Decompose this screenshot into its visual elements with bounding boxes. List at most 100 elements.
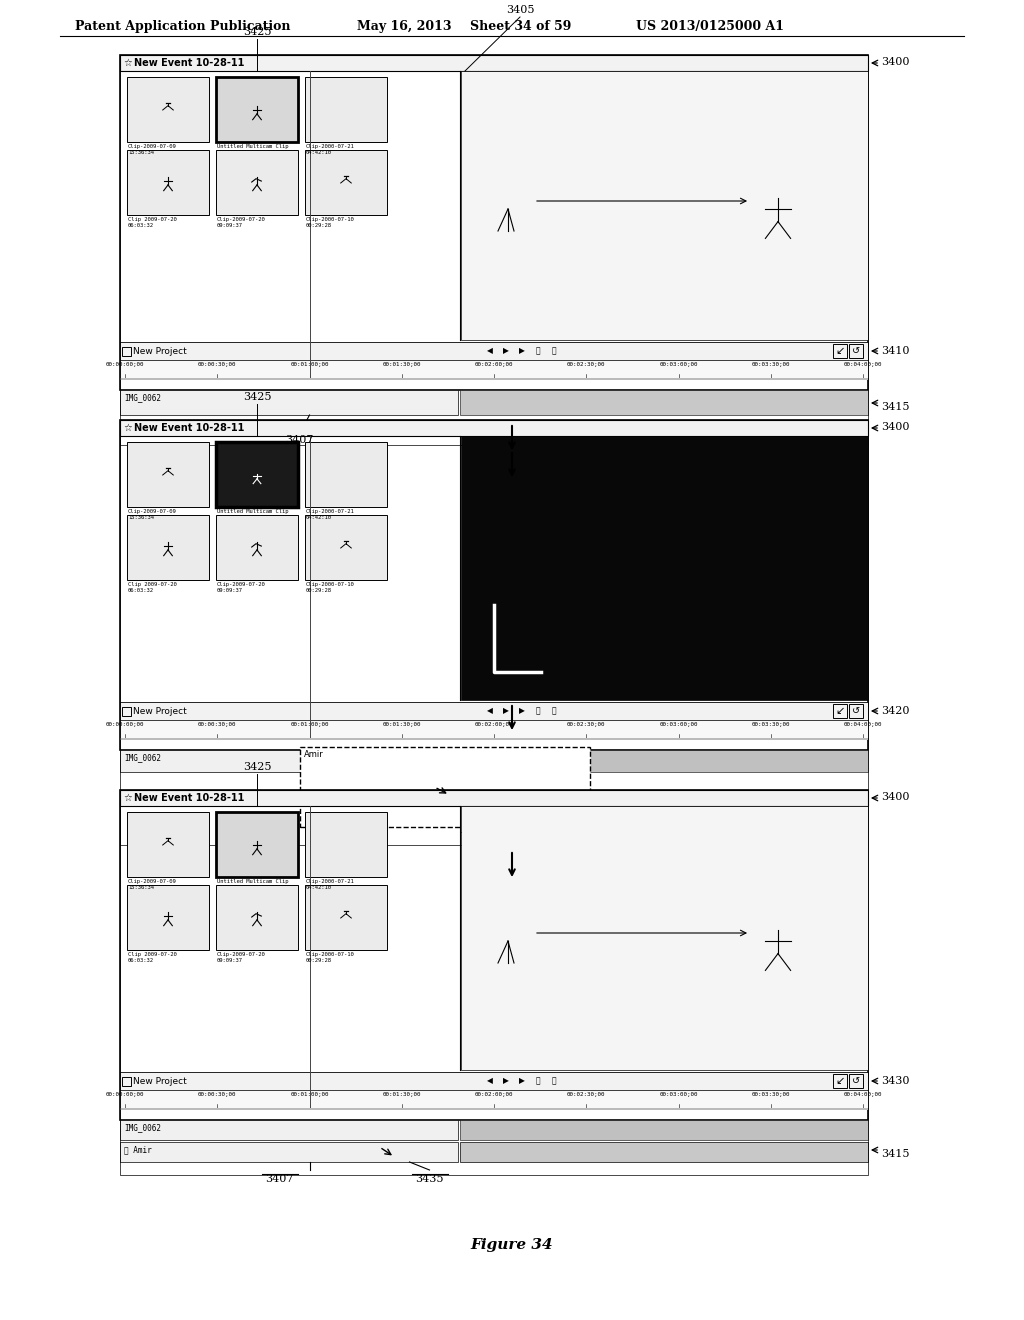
Bar: [120, 1072, 868, 1090]
Text: ▶: ▶: [519, 1077, 525, 1085]
Bar: [120, 342, 868, 360]
Text: New Event 10-28-11: New Event 10-28-11: [134, 422, 245, 433]
Text: 3430: 3430: [881, 1076, 909, 1086]
Bar: [500, 925, 520, 941]
Text: ↺: ↺: [852, 346, 860, 356]
Text: 3407: 3407: [265, 1173, 294, 1184]
Text: ⏮: ⏮: [536, 1077, 541, 1085]
Bar: [120, 719, 868, 738]
Text: Clip-2009-07-20
09:09:37: Clip-2009-07-20 09:09:37: [217, 216, 266, 228]
Bar: [305, 442, 387, 507]
Text: ▶: ▶: [503, 706, 509, 715]
Text: ↺: ↺: [852, 1076, 860, 1086]
Bar: [337, 843, 355, 849]
Text: Amir: Amir: [303, 750, 324, 759]
Bar: [127, 812, 209, 876]
Text: 00:00:30;00: 00:00:30;00: [198, 1092, 237, 1097]
Text: IMG_0062: IMG_0062: [124, 1123, 161, 1133]
Text: ▶: ▶: [519, 706, 525, 715]
Bar: [460, 389, 868, 414]
Text: 00:04:00;00: 00:04:00;00: [844, 362, 883, 367]
Bar: [120, 55, 868, 445]
Text: 3420: 3420: [881, 706, 909, 715]
Bar: [461, 436, 868, 700]
Text: ◀: ◀: [487, 706, 493, 715]
Bar: [120, 55, 868, 389]
Bar: [216, 442, 298, 507]
Text: ◀: ◀: [487, 346, 493, 355]
Bar: [305, 515, 387, 579]
Text: ↙: ↙: [836, 346, 845, 356]
Text: Clip-2009-07-20
09:09:37: Clip-2009-07-20 09:09:37: [217, 582, 266, 593]
Text: 00:04:00;00: 00:04:00;00: [844, 1092, 883, 1097]
Circle shape: [339, 112, 342, 115]
Text: Clip-2009-07-20
09:09:37: Clip-2009-07-20 09:09:37: [217, 952, 266, 962]
Text: 00:01:30;00: 00:01:30;00: [383, 722, 421, 727]
Bar: [120, 789, 868, 807]
Bar: [120, 789, 868, 1119]
Text: 00:03:30;00: 00:03:30;00: [752, 1092, 790, 1097]
Text: 00:03:00;00: 00:03:00;00: [659, 1092, 697, 1097]
Bar: [127, 150, 209, 215]
Circle shape: [350, 478, 352, 480]
Text: 3410: 3410: [881, 346, 909, 356]
Bar: [122, 1077, 131, 1086]
Text: IMG_0062: IMG_0062: [124, 393, 161, 403]
Text: New Project: New Project: [133, 1077, 186, 1085]
Text: New Project: New Project: [133, 346, 186, 355]
Text: 00:02:00;00: 00:02:00;00: [475, 722, 513, 727]
Text: 00:02:30;00: 00:02:30;00: [567, 722, 605, 727]
Text: ☆: ☆: [123, 58, 132, 69]
Bar: [120, 738, 868, 741]
Bar: [120, 389, 458, 414]
Bar: [460, 1119, 868, 1140]
Text: Clip 2009-07-20
06:03:32: Clip 2009-07-20 06:03:32: [128, 952, 177, 962]
Bar: [216, 515, 298, 579]
Text: Clip-2009-07-09
15:36:34: Clip-2009-07-09 15:36:34: [128, 144, 177, 154]
Bar: [120, 750, 458, 772]
Text: Clip-2000-07-21
04:42:10: Clip-2000-07-21 04:42:10: [306, 879, 354, 890]
Bar: [216, 77, 298, 143]
Text: 00:04:00;00: 00:04:00;00: [844, 722, 883, 727]
Bar: [337, 474, 355, 479]
Circle shape: [350, 847, 352, 850]
Text: 3407: 3407: [286, 436, 313, 445]
Text: Patent Application Publication: Patent Application Publication: [75, 20, 291, 33]
Text: 00:00:00;00: 00:00:00;00: [105, 1092, 144, 1097]
Text: 00:03:30;00: 00:03:30;00: [752, 722, 790, 727]
Text: May 16, 2013: May 16, 2013: [357, 20, 452, 33]
Text: 3400: 3400: [881, 792, 909, 803]
Text: Clip-2009-07-09
15:36:34: Clip-2009-07-09 15:36:34: [128, 879, 177, 890]
Bar: [500, 193, 520, 209]
Text: 00:01:30;00: 00:01:30;00: [383, 362, 421, 367]
Text: Untitled Multicam Clip: Untitled Multicam Clip: [217, 144, 289, 149]
Text: ⏭: ⏭: [552, 706, 556, 715]
Text: ⠿ Amir: ⠿ Amir: [124, 1144, 152, 1154]
Bar: [127, 77, 209, 143]
Bar: [461, 71, 868, 341]
Bar: [305, 884, 387, 950]
Text: 00:01:30;00: 00:01:30;00: [383, 1092, 421, 1097]
Bar: [120, 1142, 458, 1162]
Circle shape: [350, 112, 352, 115]
Bar: [120, 360, 868, 378]
Text: Clip 2009-07-20
06:03:32: Clip 2009-07-20 06:03:32: [128, 216, 177, 228]
Text: 00:00:30;00: 00:00:30;00: [198, 722, 237, 727]
Text: ◀: ◀: [487, 1077, 493, 1085]
Text: ⏮: ⏮: [536, 706, 541, 715]
Bar: [120, 420, 868, 750]
Text: 3400: 3400: [881, 57, 909, 67]
Bar: [305, 812, 387, 876]
Text: Clip 2009-07-20
06:03:32: Clip 2009-07-20 06:03:32: [128, 582, 177, 593]
Bar: [127, 442, 209, 507]
Bar: [216, 884, 298, 950]
Text: Untitled Multicam Clip: Untitled Multicam Clip: [217, 879, 289, 884]
Text: 3425: 3425: [243, 26, 271, 37]
Text: 3425: 3425: [243, 392, 271, 403]
Text: ▶: ▶: [503, 1077, 509, 1085]
Text: 00:01:00;00: 00:01:00;00: [290, 1092, 329, 1097]
Bar: [460, 750, 868, 772]
Bar: [833, 345, 847, 358]
Text: ↺: ↺: [852, 706, 860, 715]
Text: ↙: ↙: [836, 1076, 845, 1086]
